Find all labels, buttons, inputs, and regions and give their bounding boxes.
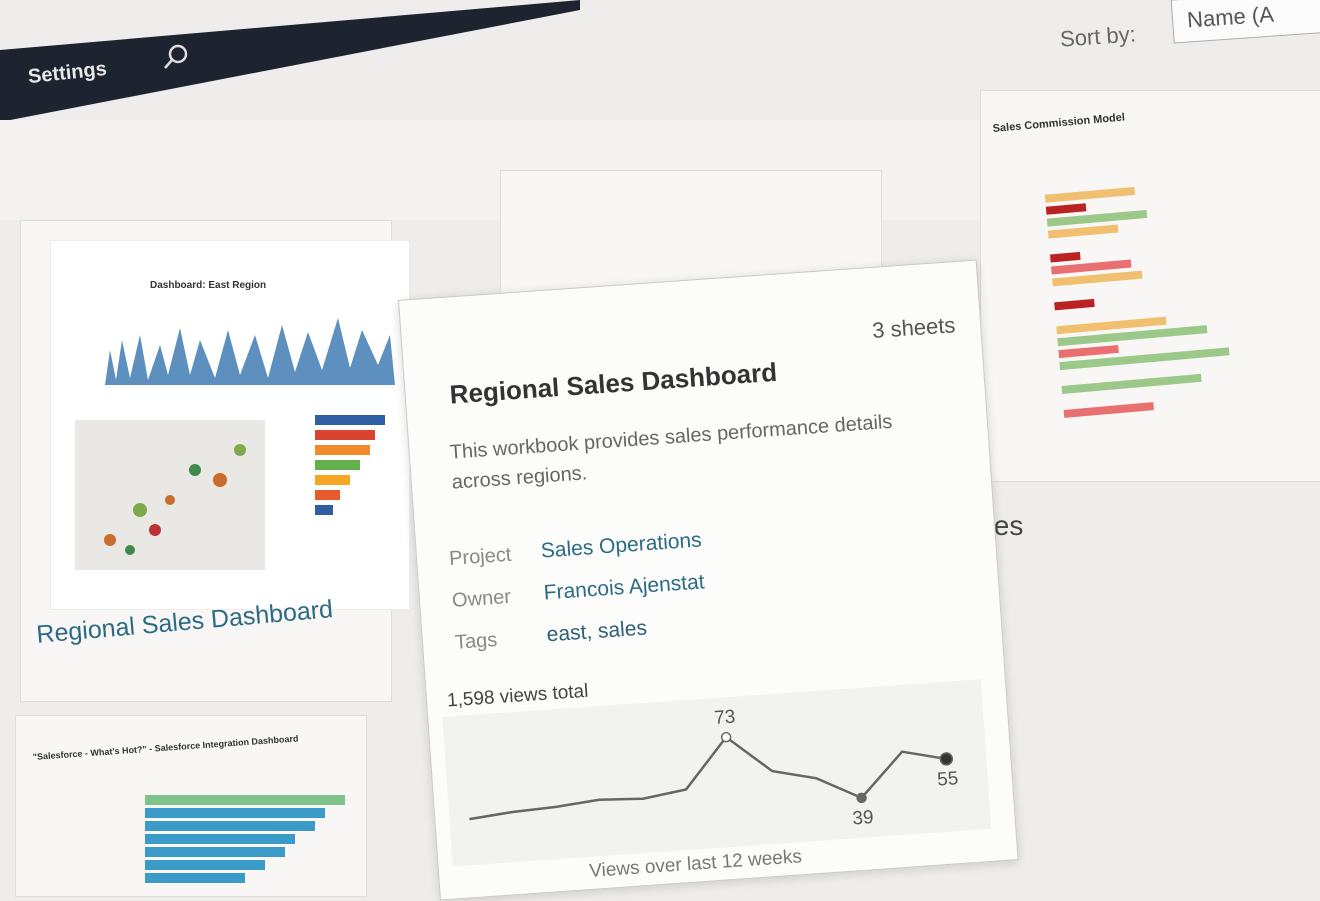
search-icon[interactable] (160, 40, 194, 74)
tooltip: Regional Sales Dashboard 3 sheets This w… (398, 259, 1019, 901)
thumbnail: "Salesforce - What's Hot?" - Salesforce … (32, 733, 345, 883)
point (939, 752, 954, 766)
thumbnail-title: "Salesforce - What's Hot?" - Salesforce … (32, 733, 298, 762)
sort-dropdown[interactable]: Name (A (1170, 0, 1320, 44)
line (469, 735, 947, 821)
sheet-count: 3 sheets (871, 312, 957, 343)
data-label: 55 (937, 768, 960, 790)
thumbnail: Dashboard: East Region (50, 240, 410, 610)
field-value[interactable]: Sales Operations (540, 528, 703, 563)
point (856, 792, 867, 804)
thumbnail-title: Sales Commission Model (992, 111, 1125, 135)
sort-label: Sort by: (1059, 21, 1137, 52)
thumbnail: Sales Commission Model (992, 111, 1230, 418)
workbook-card[interactable] (980, 90, 1320, 482)
data-label: 39 (852, 807, 875, 829)
field-label: Tags (454, 628, 498, 654)
field-value[interactable]: Francois Ajenstat (542, 570, 706, 605)
thumbnail-title: Dashboard: East Region (150, 280, 266, 291)
data-label: 73 (713, 707, 736, 729)
description: This workbook provides sales performance… (449, 410, 894, 494)
field-value[interactable]: east, sales (545, 616, 648, 647)
sparkline: 73 39 55 (442, 679, 992, 867)
field-label: Project (448, 543, 513, 571)
point (720, 731, 732, 743)
sparkline-background (442, 679, 992, 867)
field-label: Owner (451, 585, 512, 612)
tooltip-title: Regional Sales Dashboard (448, 356, 778, 410)
